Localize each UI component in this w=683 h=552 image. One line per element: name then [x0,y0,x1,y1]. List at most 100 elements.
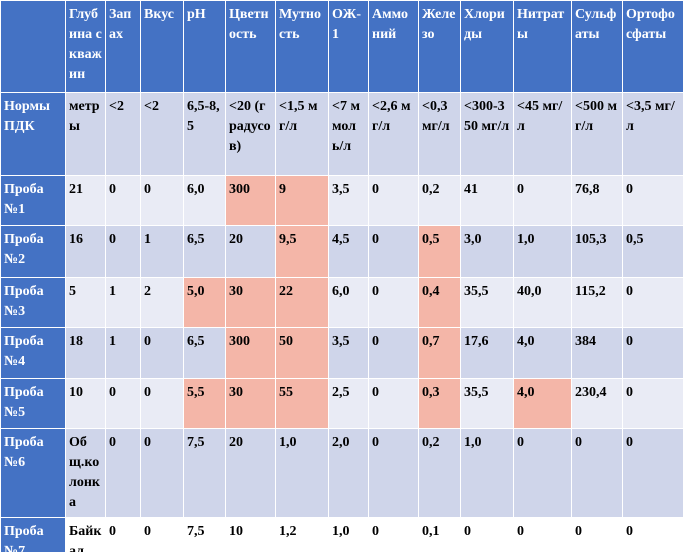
data-cell: 0 [105,378,141,429]
norm-cell: <20 (градусов) [225,92,276,176]
table-row: Проба №2 16 0 1 6,5 20 9,5 4,5 0 0,5 3,0 1,0 105,3 0,… [0,225,683,278]
norm-cell: 6,5-8,5 [183,92,226,176]
data-cell: 0 [622,277,683,328]
data-cell: 0,1 [418,517,461,552]
header-cell: Запах [105,0,141,93]
data-cell: 0 [622,327,683,379]
data-cell: 1,0 [513,225,572,278]
data-cell: 35,5 [460,277,514,328]
data-cell: 1,0 [328,517,369,552]
data-cell: 3,5 [328,327,369,379]
row-header: Проба №3 [0,277,66,328]
data-cell: 30 [225,378,276,429]
data-cell: 0 [140,378,184,429]
data-cell: 1,0 [460,428,514,518]
data-cell: 9 [275,175,329,226]
data-cell: 0,5 [418,225,461,278]
data-cell: 0 [622,175,683,226]
table-row: Проба №1 21 0 0 6,0 300 9 3,5 0 0,2 41 0 76,8 0 [0,175,683,226]
data-cell: 1,2 [275,517,329,552]
header-cell: Ортофосфаты [622,0,683,93]
row-header: Проба №6 [0,428,66,518]
data-cell: 2 [140,277,184,328]
data-cell: 0 [368,277,419,328]
data-cell: 0 [368,378,419,429]
data-cell: 5 [65,277,106,328]
data-cell: 0 [368,175,419,226]
header-cell: Железо [418,0,461,93]
data-cell: 0 [105,428,141,518]
data-cell: 16 [65,225,106,278]
data-cell: 7,5 [183,428,226,518]
data-cell: 5,0 [183,277,226,328]
data-cell: 4,5 [328,225,369,278]
data-cell: 22 [275,277,329,328]
data-cell: 6,0 [183,175,226,226]
data-cell: 0 [105,517,141,552]
row-header: Проба №5 [0,378,66,429]
data-cell: 0 [368,327,419,379]
data-cell: 40,0 [513,277,572,328]
corner-cell [0,0,66,93]
data-cell: 0 [368,428,419,518]
row-header: Нормы ПДК [0,92,66,176]
data-cell: 18 [65,327,106,379]
table-row: Проба №4 18 1 0 6,5 300 50 3,5 0 0,7 17,6 4,0 384 0 [0,327,683,379]
header-cell: Нитраты [513,0,572,93]
data-cell: 1 [105,277,141,328]
data-cell: Общ.колонка [65,428,106,518]
table-row: Проба №6 Общ.колонка 0 0 7,5 20 1,0 2,0 0 0,2 1,0 0… [0,428,683,518]
header-cell: Мутность [275,0,329,93]
header-cell: Аммоний [368,0,419,93]
norm-cell: <45 мг/л [513,92,572,176]
data-cell: 30 [225,277,276,328]
norm-cell: <300-350 мг/л [460,92,514,176]
data-cell: 0 [140,327,184,379]
data-cell: 2,5 [328,378,369,429]
data-cell: 55 [275,378,329,429]
header-cell: Вкус [140,0,184,93]
data-cell: 0 [571,428,623,518]
data-cell: 20 [225,428,276,518]
data-cell: 0 [105,225,141,278]
header-cell: Хлориды [460,0,514,93]
data-cell: 41 [460,175,514,226]
data-cell: 5,5 [183,378,226,429]
data-cell: 6,5 [183,225,226,278]
header-cell: Глубина скважин [65,0,106,93]
data-cell: 35,5 [460,378,514,429]
norm-cell: <1,5 мг/л [275,92,329,176]
data-cell: 6,5 [183,327,226,379]
header-cell: ОЖ-1 [328,0,369,93]
data-cell: 50 [275,327,329,379]
data-cell: 300 [225,175,276,226]
data-cell: 0 [460,517,514,552]
data-cell: 0,7 [418,327,461,379]
norm-cell: <7 ммоль/л [328,92,369,176]
data-cell: 76,8 [571,175,623,226]
data-cell: 1 [105,327,141,379]
data-cell: 3,0 [460,225,514,278]
data-cell: 384 [571,327,623,379]
data-cell: 0,4 [418,277,461,328]
data-cell: 230,4 [571,378,623,429]
table-row: Проба №3 5 1 2 5,0 30 22 6,0 0 0,4 35,5 40,0 115,2 0 [0,277,683,328]
data-cell: 0 [513,428,572,518]
data-cell: 0 [368,225,419,278]
data-cell: 0 [622,517,683,552]
row-header: Проба №1 [0,175,66,226]
header-cell: Цветность [225,0,276,93]
norm-cell: <2 [105,92,141,176]
data-cell: Байкал [65,517,106,552]
data-cell: 10 [65,378,106,429]
norm-cell: <3,5 мг/л [622,92,683,176]
data-cell: 0,3 [418,378,461,429]
data-cell: 21 [65,175,106,226]
data-cell: 115,2 [571,277,623,328]
data-cell: 0 [140,517,184,552]
row-header: Проба №7 [0,517,66,552]
norm-cell: <2,6 мг/л [368,92,419,176]
data-cell: 0 [622,428,683,518]
